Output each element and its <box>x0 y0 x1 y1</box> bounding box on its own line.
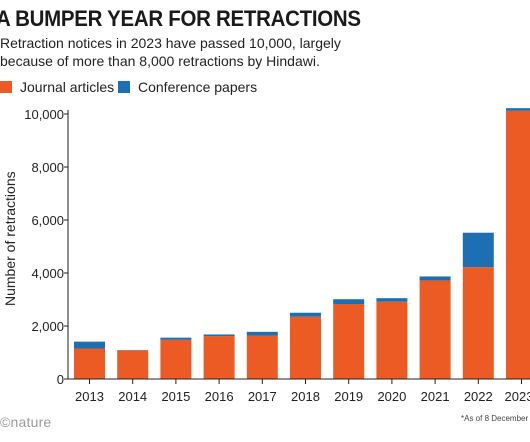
x-tick-label: 2018 <box>291 389 320 404</box>
nature-logo: ©nature <box>0 414 52 430</box>
bar-journal-2021 <box>419 280 451 379</box>
y-tick-label: 2,000 <box>31 319 64 334</box>
x-tick-label: 2023* <box>505 389 530 404</box>
chart-title: A BUMPER YEAR FOR RETRACTIONS <box>0 6 361 31</box>
legend-item-journal: Journal articles <box>0 79 114 95</box>
bar-conference-2013 <box>74 341 105 349</box>
bar-journal-2020 <box>376 301 408 379</box>
y-tick-label: 0 <box>57 372 64 387</box>
legend-swatch-conference <box>118 81 130 93</box>
x-tick-label: 2022 <box>464 389 493 404</box>
bar-journal-2022 <box>462 267 494 379</box>
bar-conference-2023 <box>506 108 530 111</box>
x-tick-label: 2020 <box>377 389 406 404</box>
legend-swatch-journal <box>0 81 12 93</box>
x-tick-label: 2021 <box>421 389 450 404</box>
y-tick-label: 10,000 <box>24 107 64 122</box>
legend-item-conference: Conference papers <box>118 79 257 95</box>
x-tick-label: 2013 <box>75 389 104 404</box>
bar-conference-2017 <box>246 331 278 336</box>
bar-journal-2015 <box>160 339 192 379</box>
bar-conference-2020 <box>376 298 408 302</box>
legend-label-journal: Journal articles <box>20 79 115 95</box>
bar-journal-2023 <box>506 110 530 379</box>
x-tick-label: 2019 <box>334 389 363 404</box>
bar-conference-2019 <box>333 299 365 305</box>
y-tick-label: 4,000 <box>31 266 64 281</box>
chart-subtitle: Retraction notices in 2023 have passed 1… <box>0 35 341 69</box>
bar-journal-2019 <box>333 304 365 379</box>
bar-journal-2016 <box>203 336 235 379</box>
x-tick-label: 2015 <box>161 389 190 404</box>
footnote: *As of 8 December 2 <box>461 414 530 423</box>
bar-conference-2018 <box>290 312 321 317</box>
bar-journal-2013 <box>74 348 105 379</box>
y-tick-label: 8,000 <box>31 160 64 175</box>
bar-journal-2017 <box>246 335 278 379</box>
bar-journal-2018 <box>290 316 321 379</box>
bar-conference-2022 <box>462 232 494 268</box>
x-tick-label: 2017 <box>248 389 277 404</box>
legend-label-conference: Conference papers <box>138 79 258 95</box>
x-tick-label: 2016 <box>205 389 234 404</box>
bar-journal-2014 <box>117 350 149 379</box>
y-tick-label: 6,000 <box>31 213 64 228</box>
bar-conference-2016 <box>203 334 235 337</box>
bar-conference-2021 <box>419 276 451 281</box>
bar-conference-2015 <box>160 337 192 340</box>
x-tick-label: 2014 <box>118 389 147 404</box>
